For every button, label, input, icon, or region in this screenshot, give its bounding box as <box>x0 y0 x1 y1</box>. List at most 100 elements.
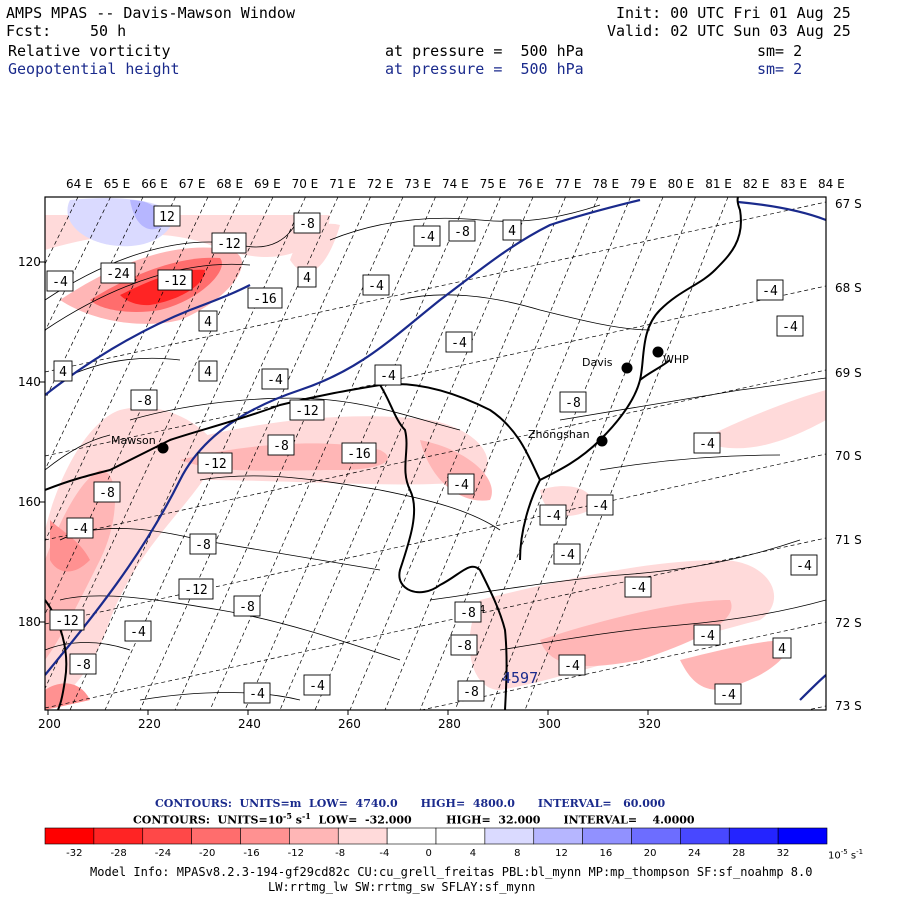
vorticity-label: -8 <box>460 606 476 621</box>
x-tick-label: 240 <box>238 717 261 731</box>
vorticity-label: -4 <box>592 499 608 514</box>
vorticity-label-box <box>447 473 475 495</box>
colorbar-cell <box>44 827 95 845</box>
x-tick-label: 320 <box>638 717 661 731</box>
vorticity-label: -8 <box>136 394 152 409</box>
geopotential-contour <box>45 198 641 676</box>
vorticity-label-box <box>189 533 217 555</box>
colorbar-tick-label: 24 <box>688 848 701 859</box>
colorbar-tick-label: -4 <box>379 848 390 859</box>
vorticity-label: -12 <box>217 237 240 252</box>
vorticity-label: -4 <box>559 548 575 563</box>
vorticity-label-box <box>450 634 478 656</box>
vorticity-contour <box>399 294 651 331</box>
vorticity-contour <box>599 454 781 471</box>
longitude-label: 81 E <box>705 177 732 191</box>
parallel-line <box>45 453 826 625</box>
vorticity-label: 4 <box>204 315 212 330</box>
vorticity-label: -8 <box>456 639 472 654</box>
colorbar-cell <box>728 827 779 845</box>
vorticity-label-box <box>693 624 721 646</box>
vorticity-label: -8 <box>299 217 315 232</box>
vorticity-contour <box>59 595 401 661</box>
colorbar-tick-label: 28 <box>732 848 746 859</box>
meridian-line <box>524 197 729 710</box>
longitude-label: 75 E <box>479 177 507 191</box>
colorbar-tick-label: 8 <box>514 848 521 859</box>
vorticity-label: 12 <box>159 210 175 225</box>
vorticity-label: -4 <box>419 230 435 245</box>
vorticity-label: -4 <box>545 509 561 524</box>
vorticity-label: -4 <box>309 679 325 694</box>
coastline <box>45 383 508 710</box>
vorticity-label: -16 <box>253 292 276 307</box>
vorticity-label: -4 <box>52 275 68 290</box>
vorticity-shading <box>680 640 790 690</box>
geopotential-contour <box>737 200 826 222</box>
height-contour-label: 4597 <box>502 669 538 687</box>
latitude-label: 68 S <box>835 281 862 295</box>
vorticity-label-box <box>502 219 522 241</box>
vorticity-label-box <box>93 481 121 503</box>
vorticity-label-box <box>776 315 804 337</box>
longitude-label: 68 E <box>216 177 244 191</box>
vorticity-label-box <box>198 360 218 382</box>
colorbar-cell <box>582 827 632 845</box>
vorticity-contour <box>559 377 826 421</box>
vorticity-label-box <box>289 399 325 421</box>
x-tick-label: 260 <box>338 717 361 731</box>
parallel-line <box>420 621 826 710</box>
vorticity-label: -4 <box>453 478 469 493</box>
vorticity-label: -4 <box>72 522 88 537</box>
coastline <box>379 197 742 482</box>
vorticity-label: -12 <box>55 614 78 629</box>
vorticity-contour <box>329 204 601 241</box>
vorticity-label-box <box>130 389 158 411</box>
vorticity-label-box <box>454 601 482 623</box>
longitude-label: 77 E <box>554 177 582 191</box>
height-contour-info: CONTOURS: UNITS=m LOW= 4740.0 HIGH= 4800… <box>155 797 666 810</box>
vorticity-label-box <box>553 543 581 565</box>
colorbar-cell <box>337 827 388 845</box>
vorticity-label-box <box>211 232 247 254</box>
colorbar-tick-label: -28 <box>110 848 127 859</box>
vorticity-label: -8 <box>565 396 581 411</box>
geopotential-contour <box>799 674 826 701</box>
vorticity-contour <box>499 599 826 651</box>
x-tick-label: 220 <box>138 717 161 731</box>
vorticity-shading <box>700 390 826 449</box>
longitude-label: 74 E <box>442 177 469 191</box>
station-marker <box>652 346 664 358</box>
vorticity-label-box <box>293 212 321 234</box>
vorticity-label-box <box>558 654 586 676</box>
vorticity-label: 4 <box>303 271 311 286</box>
meridian-line <box>209 197 436 710</box>
colorbar-cell <box>289 827 339 845</box>
vorticity-label-box <box>153 205 181 227</box>
vorticity-label: -4 <box>267 373 283 388</box>
longitude-label: 72 E <box>366 177 394 191</box>
vorticity-label: -8 <box>454 225 470 240</box>
vorticity-label: 4 <box>204 365 212 380</box>
meridian-line <box>244 197 469 710</box>
longitude-label: 64 E <box>66 177 93 191</box>
longitude-label: 65 E <box>103 177 131 191</box>
latitude-label: 73 S <box>835 699 862 713</box>
colorbar-cell <box>631 827 681 845</box>
vorticity-label-box <box>178 578 214 600</box>
vorticity-shading <box>540 600 732 666</box>
plot-area <box>45 197 826 710</box>
latitude-label: 72 S <box>835 616 862 630</box>
vorticity-label: -8 <box>463 685 479 700</box>
field1-level: at pressure = 500 hPa <box>385 42 584 60</box>
meridian-line <box>489 197 696 710</box>
vorticity-label: -4 <box>368 279 384 294</box>
longitude-label: 73 E <box>404 177 432 191</box>
vorticity-shading <box>50 520 90 572</box>
colorbar-tick-label: 0 <box>425 848 432 859</box>
vorticity-label: -4 <box>451 336 467 351</box>
vorticity-label-box <box>586 494 614 516</box>
colorbar-cell <box>386 827 437 845</box>
vorticity-label-box <box>66 517 94 539</box>
